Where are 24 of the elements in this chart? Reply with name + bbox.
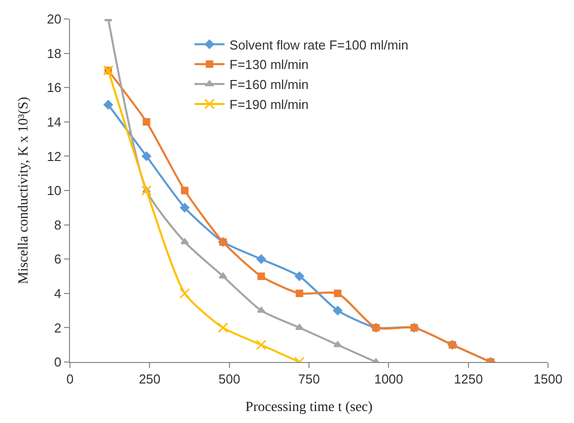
x-tick-label: 500: [218, 372, 240, 387]
y-tick-label: 18: [46, 46, 62, 61]
x-tick-label: 250: [138, 372, 161, 387]
legend-label: Solvent flow rate F=100 ml/min: [230, 37, 408, 52]
y-tick-label: 2: [54, 320, 62, 336]
x-axis-title: Processing time t (sec): [245, 400, 373, 415]
y-tick-label: 8: [54, 217, 62, 232]
x-tick-label: 1250: [454, 372, 483, 387]
y-tick-label: 10: [46, 183, 62, 198]
x-tick-label: 1500: [534, 372, 562, 387]
y-tick-label: 12: [46, 148, 62, 164]
x-tick-label: 1000: [374, 372, 404, 387]
y-tick-label: 4: [54, 286, 62, 301]
legend-label: F=190 ml/min: [230, 97, 309, 112]
y-tick-label: 16: [46, 80, 62, 96]
legend-label: F=130 ml/min: [230, 57, 309, 72]
y-tick-label: 20: [46, 12, 62, 27]
legend-label: F=160 ml/min: [230, 77, 309, 92]
x-tick-label: 750: [298, 372, 320, 387]
x-tick-label: 0: [66, 372, 74, 387]
y-tick-label: 0: [54, 354, 62, 370]
y-axis-title: Miscella conductivity, K x 10³(S): [16, 96, 32, 284]
y-tick-label: 14: [46, 114, 62, 130]
y-tick-label: 6: [54, 252, 62, 267]
